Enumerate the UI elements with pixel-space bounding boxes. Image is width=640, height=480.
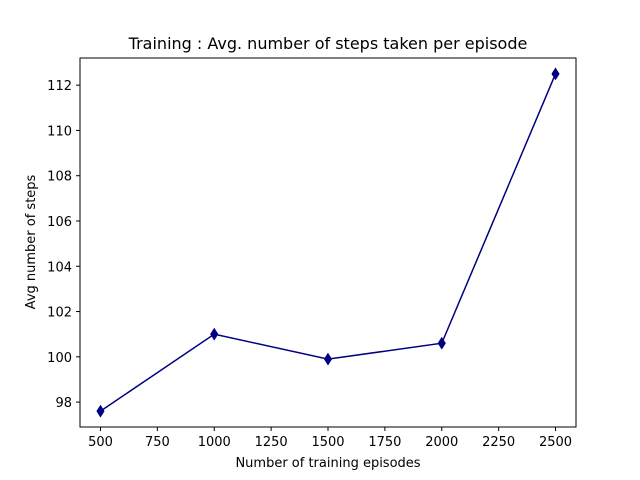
x-tick-label: 2250	[482, 435, 515, 450]
x-tick-label: 1250	[255, 435, 288, 450]
data-point-marker	[323, 352, 333, 366]
x-axis-title: Number of training episodes	[235, 456, 420, 471]
x-tick-label: 1750	[368, 435, 401, 450]
y-tick-label: 100	[47, 351, 72, 366]
data-point-marker	[551, 67, 560, 81]
x-tick-label: 1500	[311, 435, 344, 450]
data-point-marker	[96, 404, 105, 418]
x-tick-label: 750	[145, 435, 170, 450]
y-tick-label: 112	[47, 79, 72, 94]
y-tick-label: 108	[47, 170, 72, 185]
x-tick-label: 500	[88, 435, 113, 450]
chart-title: Training : Avg. number of steps taken pe…	[128, 34, 528, 53]
y-tick-label: 110	[47, 124, 72, 139]
data-point-marker	[210, 327, 219, 341]
y-tick-label: 98	[55, 396, 72, 411]
y-tick-label: 102	[47, 306, 72, 321]
x-tick-label: 1000	[198, 435, 231, 450]
x-tick-label: 2500	[539, 435, 572, 450]
y-axis-title: Avg number of steps	[24, 174, 39, 309]
x-tick-label: 2000	[425, 435, 458, 450]
data-point-marker	[437, 336, 446, 350]
y-tick-label: 104	[47, 260, 72, 275]
y-tick-label: 106	[47, 215, 72, 230]
